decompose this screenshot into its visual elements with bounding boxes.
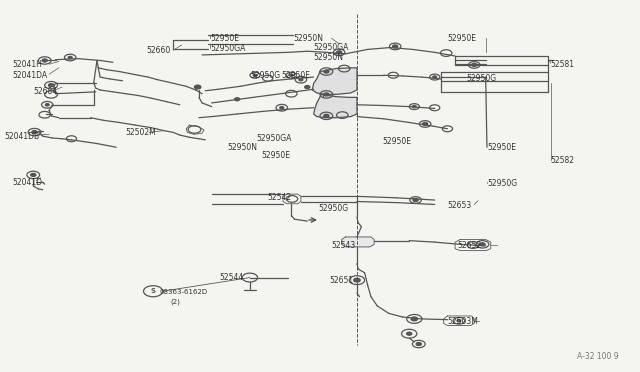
Circle shape <box>42 59 47 62</box>
Text: 52950E: 52950E <box>261 151 291 160</box>
Text: 52041DB: 52041DB <box>4 132 40 141</box>
Text: A-32 100 9: A-32 100 9 <box>577 352 618 361</box>
Circle shape <box>416 343 421 346</box>
Circle shape <box>412 106 416 108</box>
Text: 52041DA: 52041DA <box>13 71 48 80</box>
Text: 52950GA: 52950GA <box>314 43 349 52</box>
Text: S: S <box>150 288 156 294</box>
Text: 52041D: 52041D <box>13 178 43 187</box>
Circle shape <box>457 320 461 322</box>
Text: 52950E: 52950E <box>282 71 311 80</box>
Text: 52950E: 52950E <box>487 143 516 152</box>
Circle shape <box>480 243 485 246</box>
Circle shape <box>68 57 72 59</box>
Circle shape <box>195 86 200 89</box>
Text: 52950N: 52950N <box>314 53 344 62</box>
Circle shape <box>393 45 397 48</box>
Text: (2): (2) <box>170 298 180 305</box>
Text: 52950G: 52950G <box>319 203 349 213</box>
Circle shape <box>31 173 36 176</box>
Text: 52684: 52684 <box>33 87 58 96</box>
Circle shape <box>411 317 417 321</box>
Text: 52950E: 52950E <box>211 34 239 43</box>
Text: 52581: 52581 <box>550 60 575 69</box>
Text: 52950G: 52950G <box>250 71 280 80</box>
Circle shape <box>289 74 293 76</box>
Text: 52502M: 52502M <box>125 128 156 137</box>
Circle shape <box>49 84 54 87</box>
Circle shape <box>433 76 436 78</box>
Text: 52542: 52542 <box>268 193 292 202</box>
Circle shape <box>324 114 329 117</box>
Text: 08363-6162D: 08363-6162D <box>159 289 207 295</box>
Text: 52950N: 52950N <box>228 143 258 152</box>
Circle shape <box>305 86 310 89</box>
Text: 52950GA: 52950GA <box>211 44 246 53</box>
Circle shape <box>45 104 49 106</box>
Polygon shape <box>342 237 374 247</box>
Circle shape <box>235 98 240 101</box>
Circle shape <box>406 332 412 335</box>
Text: 52041H: 52041H <box>13 60 43 69</box>
Text: 52950E: 52950E <box>447 34 476 43</box>
Text: 52653: 52653 <box>447 201 472 210</box>
Text: 52582: 52582 <box>550 156 575 166</box>
Circle shape <box>195 85 201 89</box>
Text: 52660: 52660 <box>147 46 171 55</box>
Circle shape <box>324 93 329 96</box>
Polygon shape <box>312 68 357 94</box>
Circle shape <box>32 131 37 134</box>
Circle shape <box>472 63 477 66</box>
Text: 52950G: 52950G <box>467 74 497 83</box>
Polygon shape <box>314 94 357 118</box>
Circle shape <box>324 70 329 73</box>
Text: 52950N: 52950N <box>293 34 323 43</box>
Circle shape <box>413 199 418 202</box>
Circle shape <box>422 122 428 125</box>
Circle shape <box>253 74 257 76</box>
Text: 52503M: 52503M <box>447 317 478 326</box>
Text: 52950GA: 52950GA <box>256 134 292 142</box>
Circle shape <box>354 278 360 282</box>
Text: 52544: 52544 <box>220 273 244 282</box>
Circle shape <box>337 51 342 54</box>
Text: 52950G: 52950G <box>487 179 517 188</box>
Text: 52950E: 52950E <box>383 137 412 146</box>
Circle shape <box>280 107 284 109</box>
Text: 52652: 52652 <box>457 241 481 250</box>
Circle shape <box>299 78 303 81</box>
Text: 52543: 52543 <box>332 241 356 250</box>
Text: 52651: 52651 <box>330 276 354 285</box>
